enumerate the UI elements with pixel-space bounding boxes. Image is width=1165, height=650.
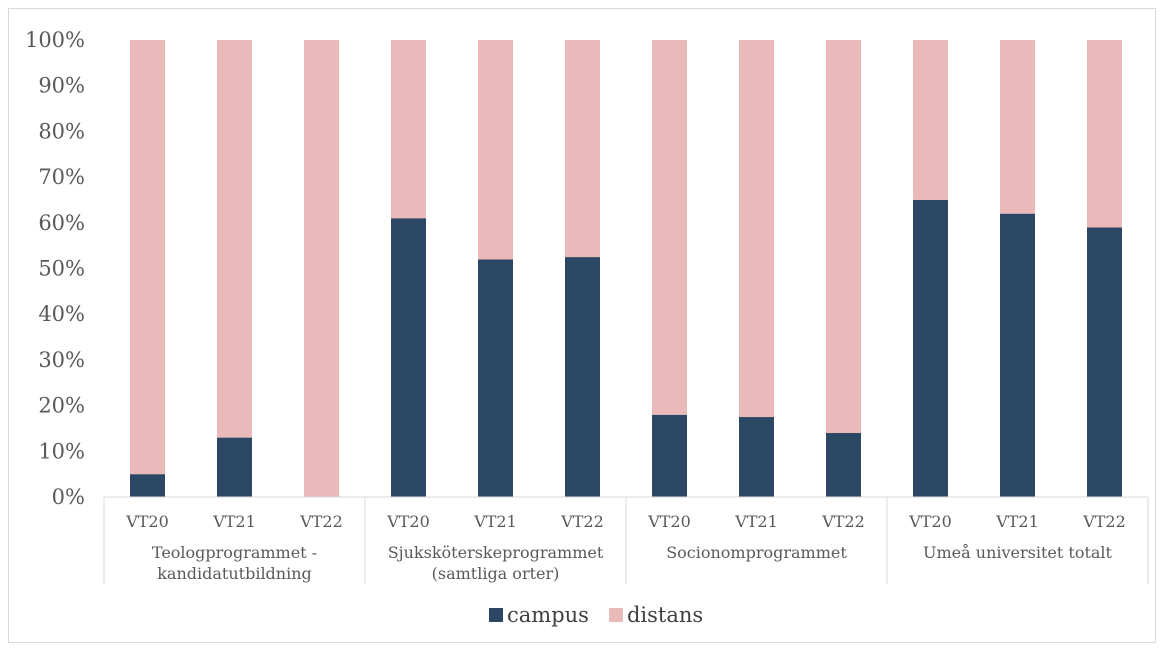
bar-distans xyxy=(130,40,165,475)
bar-campus xyxy=(217,437,252,497)
y-tick-label: 0% xyxy=(52,485,85,509)
category-label: VT21 xyxy=(995,512,1039,531)
group-label: Teologprogrammet - xyxy=(152,543,317,562)
category-label: VT22 xyxy=(821,512,865,531)
legend-label-campus: campus xyxy=(507,603,589,627)
bar-campus xyxy=(1087,227,1122,497)
category-label: VT22 xyxy=(1082,512,1126,531)
bar-campus xyxy=(739,417,774,497)
group-label: (samtliga orter) xyxy=(432,564,560,583)
bar-distans xyxy=(217,40,252,438)
y-tick-label: 30% xyxy=(38,348,85,372)
y-tick-label: 40% xyxy=(38,302,85,326)
bar-distans xyxy=(1087,40,1122,228)
bar-distans xyxy=(478,40,513,260)
y-tick-label: 90% xyxy=(38,74,85,98)
y-tick-label: 10% xyxy=(38,439,85,463)
y-tick-label: 60% xyxy=(38,211,85,235)
group-label: kandidatutbildning xyxy=(157,564,312,583)
bar-distans xyxy=(739,40,774,418)
category-label: VT21 xyxy=(212,512,256,531)
bar-campus xyxy=(565,257,600,497)
bar-campus xyxy=(1000,213,1035,497)
category-label: VT20 xyxy=(125,512,169,531)
group-label: Socionomprogrammet xyxy=(666,543,847,562)
y-tick-label: 50% xyxy=(38,257,85,281)
legend-swatch-campus xyxy=(489,608,503,622)
category-label: VT20 xyxy=(908,512,952,531)
bar-campus xyxy=(391,218,426,498)
y-tick-label: 80% xyxy=(38,119,85,143)
category-label: VT21 xyxy=(473,512,517,531)
y-tick-label: 70% xyxy=(38,165,85,189)
y-tick-label: 20% xyxy=(38,394,85,418)
category-label: VT20 xyxy=(386,512,430,531)
bar-distans xyxy=(565,40,600,258)
bar-distans xyxy=(826,40,861,434)
bar-distans xyxy=(304,40,339,497)
group-label: Sjuksköterskeprogrammet xyxy=(388,543,604,562)
bar-campus xyxy=(652,414,687,497)
bar-distans xyxy=(1000,40,1035,214)
bar-distans xyxy=(913,40,948,200)
bar-campus xyxy=(826,433,861,497)
bar-campus xyxy=(913,199,948,497)
legend-label-distans: distans xyxy=(627,603,703,627)
bar-distans xyxy=(652,40,687,415)
group-label: Umeå universitet totalt xyxy=(923,543,1113,562)
legend-swatch-distans xyxy=(608,608,623,622)
bar-distans xyxy=(391,40,426,219)
bar-campus xyxy=(478,259,513,497)
y-tick-label: 100% xyxy=(25,28,85,52)
category-label: VT22 xyxy=(299,512,343,531)
bar-campus xyxy=(130,474,165,497)
category-label: VT22 xyxy=(560,512,604,531)
category-label: VT20 xyxy=(647,512,691,531)
category-label: VT21 xyxy=(734,512,778,531)
